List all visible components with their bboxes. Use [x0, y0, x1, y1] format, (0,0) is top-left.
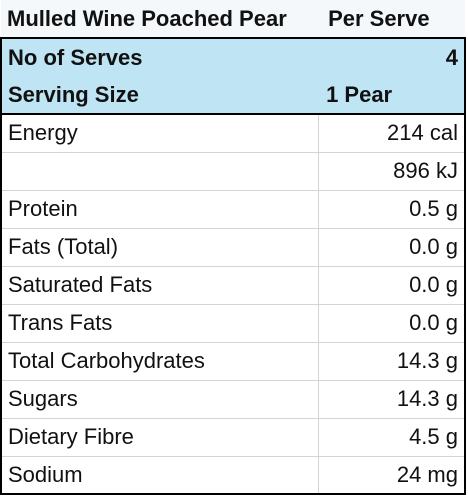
- row-value[interactable]: 214 cal: [318, 113, 466, 153]
- row-value[interactable]: 0.0 g: [318, 304, 466, 343]
- row-label[interactable]: Energy: [0, 113, 319, 153]
- serving-size-value[interactable]: 1 Pear: [318, 76, 466, 114]
- row-value[interactable]: 896 kJ: [318, 152, 466, 191]
- row-value[interactable]: 14.3 g: [318, 342, 466, 381]
- table-row: 896 kJ: [0, 152, 466, 191]
- table-row: Protein 0.5 g: [0, 190, 466, 229]
- per-serve-header[interactable]: Per Serve: [318, 0, 465, 38]
- row-label[interactable]: Sodium: [0, 456, 319, 495]
- serves-label[interactable]: No of Serves: [0, 37, 319, 76]
- row-label[interactable]: Trans Fats: [0, 304, 319, 343]
- title-row: Mulled Wine Poached Pear Per Serve: [1, 0, 465, 38]
- row-label[interactable]: Protein: [0, 190, 319, 229]
- row-value[interactable]: 14.3 g: [318, 380, 466, 419]
- row-value[interactable]: 0.5 g: [318, 190, 466, 229]
- table-row: Sodium 24 mg: [0, 456, 466, 495]
- recipe-title[interactable]: Mulled Wine Poached Pear: [1, 0, 319, 38]
- row-label[interactable]: Sugars: [0, 380, 319, 419]
- table-row: Saturated Fats 0.0 g: [0, 266, 466, 305]
- row-value[interactable]: 0.0 g: [318, 266, 466, 305]
- row-label[interactable]: Dietary Fibre: [0, 418, 319, 457]
- row-value[interactable]: 0.0 g: [318, 228, 466, 267]
- serves-row: No of Serves 4: [0, 37, 466, 76]
- row-label[interactable]: [0, 152, 319, 191]
- table-row: Sugars 14.3 g: [0, 380, 466, 419]
- table-row: Dietary Fibre 4.5 g: [0, 418, 466, 457]
- table-row: Total Carbohydrates 14.3 g: [0, 342, 466, 381]
- row-label[interactable]: Fats (Total): [0, 228, 319, 267]
- row-label[interactable]: Saturated Fats: [0, 266, 319, 305]
- table-row: Trans Fats 0.0 g: [0, 304, 466, 343]
- row-value[interactable]: 4.5 g: [318, 418, 466, 457]
- row-label[interactable]: Total Carbohydrates: [0, 342, 319, 381]
- table-row: Energy 214 cal: [0, 113, 466, 153]
- row-value[interactable]: 24 mg: [318, 456, 466, 495]
- serving-size-row: Serving Size 1 Pear: [0, 76, 466, 114]
- serving-size-label[interactable]: Serving Size: [0, 76, 319, 114]
- table-row: Fats (Total) 0.0 g: [0, 228, 466, 267]
- serves-value[interactable]: 4: [318, 37, 466, 76]
